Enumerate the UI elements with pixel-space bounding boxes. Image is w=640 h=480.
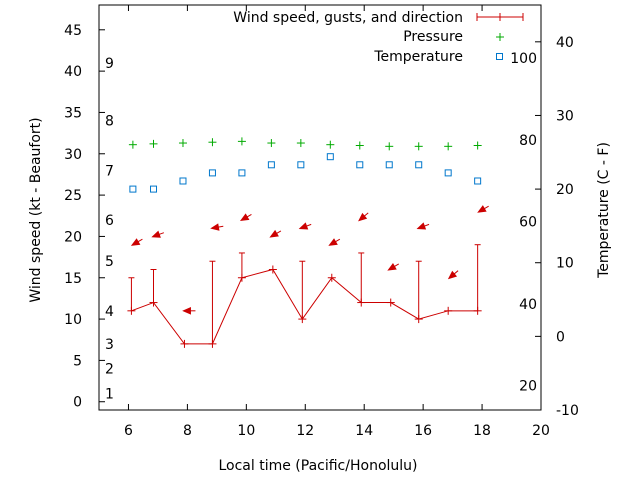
y-tick-label: 45: [64, 23, 82, 39]
arrow-head: [328, 238, 338, 246]
fahrenheit-label: 60: [519, 214, 537, 230]
legend: Wind speed, gusts, and direction Pressur…: [233, 10, 524, 65]
y2-tick-label: 10: [556, 256, 574, 272]
x-tick-label: 16: [414, 423, 432, 439]
fahrenheit-label: 80: [519, 133, 537, 149]
y-tick-label: 0: [73, 395, 82, 411]
y-tick-label: 35: [64, 105, 82, 121]
legend-symbol-temperature: [496, 53, 503, 60]
y-tick-label: 20: [64, 229, 82, 245]
tick-labels: 6 8 10 12 14 16 18 20051015202530354045-1001020…: [64, 23, 579, 439]
x-tick-label: 8: [183, 423, 192, 439]
legend-label-wind: Wind speed, gusts, and direction: [233, 10, 463, 26]
legend-symbol-wind: [476, 13, 524, 21]
arrow-head: [269, 229, 279, 238]
x-tick-label: 20: [532, 423, 550, 439]
beaufort-label: 8: [105, 114, 114, 130]
tick-marks: [99, 5, 542, 411]
y-tick-label: 25: [64, 188, 82, 204]
direction-arrow: [298, 222, 312, 230]
arrow-head: [447, 270, 458, 280]
wind-speed-line: [131, 268, 478, 345]
temperature-point: [326, 153, 334, 161]
temperature-point: [297, 161, 305, 169]
direction-arrow: [358, 212, 369, 222]
direction-arrow: [151, 230, 165, 238]
x-tick-label: 14: [355, 423, 373, 439]
temperature-point: [415, 161, 423, 169]
beaufort-label: 4: [105, 304, 114, 320]
beaufort-label: 1: [105, 386, 114, 402]
beaufort-label: 5: [105, 254, 114, 270]
fahrenheit-label: 100: [510, 51, 537, 67]
temperature-point: [474, 177, 482, 185]
temperature-point: [238, 169, 246, 177]
arrow-head: [239, 213, 250, 222]
direction-arrow: [447, 270, 459, 280]
beaufort-label: 9: [105, 56, 114, 72]
temperature-point: [129, 185, 137, 193]
arrow-head: [130, 238, 141, 246]
y2-tick-label: -10: [556, 403, 579, 419]
temperature-point: [208, 169, 216, 177]
x-axis-label: Local time (Pacific/Honolulu): [218, 458, 417, 474]
direction-arrow: [130, 238, 143, 246]
arrow-head: [298, 222, 309, 230]
plot-frame: [98, 4, 542, 411]
fahrenheit-label: 20: [519, 379, 537, 395]
series-layer: [127, 137, 489, 348]
direction-arrow: [328, 238, 341, 246]
direction-arrow: [477, 205, 489, 213]
y-tick-label: 5: [73, 353, 82, 369]
beaufort-label: 3: [105, 337, 114, 353]
arrow-head: [387, 262, 397, 271]
x-tick-label: 18: [473, 423, 491, 439]
y-tick-label: 15: [64, 271, 82, 287]
temperature-point: [150, 185, 158, 193]
arrow-head: [151, 230, 161, 238]
y2-tick-label: 0: [556, 329, 565, 345]
direction-arrow: [416, 222, 430, 230]
arrow-head: [358, 212, 368, 222]
direction-arrow: [210, 223, 224, 231]
direction-arrow: [182, 307, 196, 315]
direction-arrow: [387, 262, 400, 271]
x-tick-label: 10: [237, 423, 255, 439]
arrow-head: [477, 205, 487, 213]
arrow-head: [416, 222, 427, 230]
x-tick-label: 12: [296, 423, 314, 439]
y-tick-label: 30: [64, 147, 82, 163]
temperature-point: [385, 161, 393, 169]
y2-tick-label: 20: [556, 182, 574, 198]
arrow-head: [210, 223, 220, 231]
beaufort-label: 7: [105, 163, 114, 179]
y-tick-label: 40: [64, 64, 82, 80]
fahrenheit-label: 40: [519, 297, 537, 313]
y-axis-label: Wind speed (kt - Beaufort): [28, 117, 44, 302]
y2-tick-label: 30: [556, 108, 574, 124]
legend-label-temperature: Temperature: [373, 49, 463, 65]
arrow-head: [182, 307, 191, 315]
temperature-point: [444, 169, 452, 177]
direction-arrow: [239, 213, 252, 222]
beaufort-label: 6: [105, 213, 114, 229]
temperature-point: [267, 161, 275, 169]
legend-label-pressure: Pressure: [403, 29, 463, 45]
y-tick-label: 10: [64, 312, 82, 328]
legend-symbol-pressure: [496, 33, 504, 41]
temperature-point: [179, 177, 187, 185]
temperature-point: [356, 161, 364, 169]
y2-tick-label: 40: [556, 35, 574, 51]
y2-axis-label: Temperature (C - F): [596, 142, 612, 279]
x-tick-label: 6: [124, 423, 133, 439]
beaufort-label: 2: [105, 362, 114, 378]
direction-arrow: [269, 229, 282, 238]
